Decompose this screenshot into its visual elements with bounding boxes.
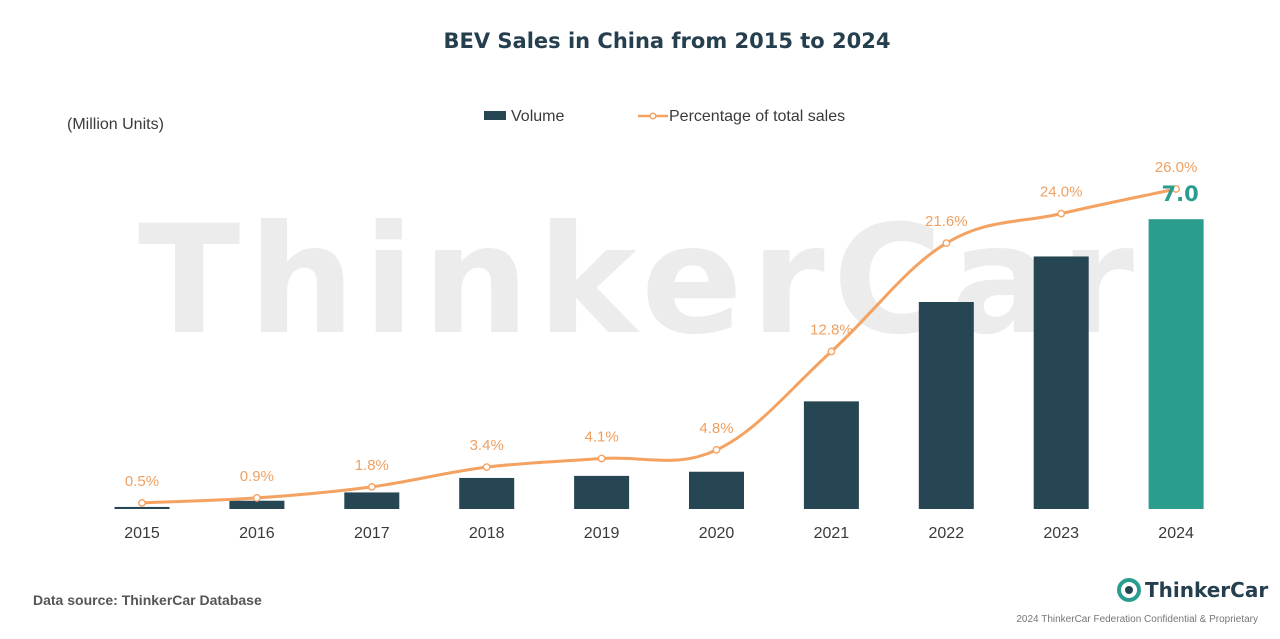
bar-2022: [918, 302, 974, 509]
source-note: Data source: ThinkerCar Database: [33, 592, 262, 608]
bar-2023: [1033, 256, 1089, 509]
percentage-point-2021: [827, 347, 836, 356]
x-tick-2024: 2024: [1158, 525, 1194, 542]
bar-2021: [803, 401, 859, 509]
brand-logo-icon: [1117, 578, 1141, 602]
bar-2020: [689, 471, 744, 509]
percentage-line: [138, 185, 1181, 507]
percentage-point-2018: [482, 463, 491, 472]
percentage-point-2016: [252, 494, 261, 502]
bar-2024: [1148, 219, 1204, 509]
legend-label-percentage: Percentage of total sales: [669, 108, 845, 125]
x-tick-2021: 2021: [814, 525, 850, 542]
data-labels: 7.0 0.5% 0.9% 1.8% 3.4% 4.1% 4.8% 12.8% 21.6% 24.…: [125, 159, 1199, 490]
x-tick-2023: 2023: [1043, 525, 1079, 542]
bars: [114, 219, 1204, 509]
x-tick-2022: 2022: [929, 525, 965, 542]
x-tick-2018: 2018: [469, 525, 505, 542]
percentage-label-2015: 0.5%: [125, 473, 159, 490]
chart-title: BEV Sales in China from 2015 to 2024: [443, 29, 890, 53]
percentage-label-2024: 26.0%: [1155, 159, 1198, 176]
bar-value-label-2024: 7.0: [1161, 182, 1198, 206]
legend-label-volume: Volume: [511, 108, 564, 125]
percentage-point-2017: [367, 482, 376, 491]
bar-2015: [114, 506, 170, 509]
percentage-label-2023: 24.0%: [1040, 184, 1083, 201]
x-tick-2015: 2015: [124, 525, 160, 542]
y-unit-label: (Million Units): [67, 116, 164, 133]
percentage-label-2022: 21.6%: [925, 213, 968, 230]
bar-2018: [459, 477, 515, 509]
percentage-line-path: [141, 187, 1177, 505]
percentage-label-2016: 0.9%: [240, 468, 274, 485]
percentage-label-2017: 1.8%: [355, 457, 389, 474]
x-tick-2017: 2017: [354, 525, 390, 542]
percentage-label-2018: 3.4%: [470, 437, 504, 454]
percentage-point-2019: [597, 454, 606, 463]
percentage-point-2024: [1172, 185, 1181, 193]
legend: Volume Percentage of total sales: [484, 108, 845, 125]
x-axis-ticks: 2015 2016 2017 2018 2019 2020 2021 2022 2023 2024: [124, 525, 1194, 542]
percentage-point-2020: [712, 446, 721, 454]
confidential-footer: 2024 ThinkerCar Federation Confidential …: [1016, 614, 1258, 625]
percentage-label-2019: 4.1%: [584, 429, 618, 446]
bar-2016: [229, 500, 285, 509]
percentage-label-2021: 12.8%: [810, 321, 853, 338]
percentage-label-2020: 4.8%: [699, 420, 733, 437]
percentage-point-2022: [942, 239, 951, 248]
watermark: ThinkerCar: [138, 194, 1142, 368]
percentage-point-2015: [138, 498, 146, 507]
brand-name: ThinkerCar: [1145, 578, 1268, 602]
percentage-point-2023: [1057, 209, 1066, 218]
x-tick-2019: 2019: [584, 525, 620, 542]
x-tick-2016: 2016: [239, 525, 275, 542]
x-tick-2020: 2020: [699, 525, 735, 542]
legend-swatch-volume: [484, 111, 506, 120]
brand-logo: ThinkerCar: [1117, 578, 1268, 602]
bar-2017: [344, 492, 400, 509]
legend-marker-percentage: [649, 112, 657, 120]
bar-2019: [574, 475, 630, 509]
